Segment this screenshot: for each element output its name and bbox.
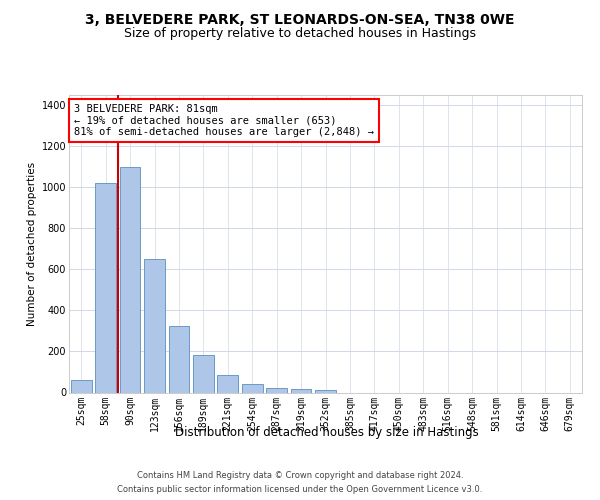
Bar — [290, 389, 311, 392]
Bar — [71, 380, 92, 392]
Y-axis label: Number of detached properties: Number of detached properties — [28, 162, 37, 326]
Text: 3, BELVEDERE PARK, ST LEONARDS-ON-SEA, TN38 0WE: 3, BELVEDERE PARK, ST LEONARDS-ON-SEA, T… — [85, 12, 515, 26]
Bar — [144, 259, 165, 392]
Bar — [266, 388, 287, 392]
Bar — [242, 384, 263, 392]
Bar — [95, 183, 116, 392]
Text: Size of property relative to detached houses in Hastings: Size of property relative to detached ho… — [124, 28, 476, 40]
Bar — [169, 326, 190, 392]
Bar — [217, 375, 238, 392]
Text: 3 BELVEDERE PARK: 81sqm
← 19% of detached houses are smaller (653)
81% of semi-d: 3 BELVEDERE PARK: 81sqm ← 19% of detache… — [74, 104, 374, 137]
Bar — [315, 390, 336, 392]
Text: Contains HM Land Registry data © Crown copyright and database right 2024.: Contains HM Land Registry data © Crown c… — [137, 471, 463, 480]
Text: Distribution of detached houses by size in Hastings: Distribution of detached houses by size … — [175, 426, 479, 439]
Text: Contains public sector information licensed under the Open Government Licence v3: Contains public sector information licen… — [118, 485, 482, 494]
Bar — [193, 354, 214, 393]
Bar — [119, 167, 140, 392]
